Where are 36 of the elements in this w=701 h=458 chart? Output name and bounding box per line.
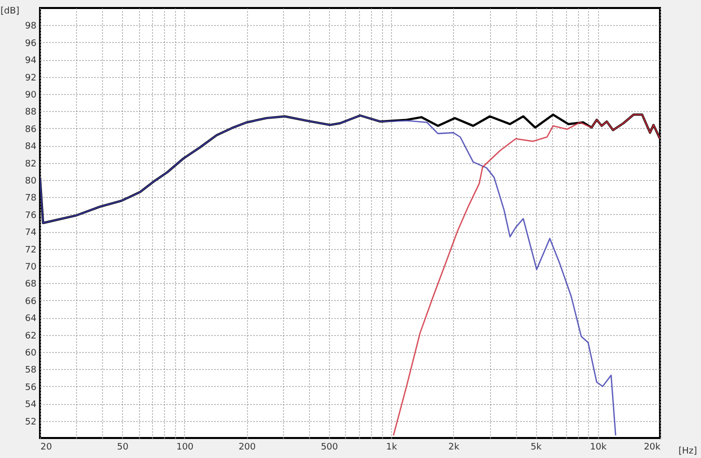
y-tick-label: 96 — [25, 38, 37, 49]
y-tick-label: 66 — [25, 296, 37, 307]
x-tick-label: 20 — [40, 442, 52, 452]
y-tick-label: 54 — [25, 400, 37, 410]
y-tick-label: 82 — [25, 159, 36, 170]
y-tick-label: 76 — [25, 210, 37, 221]
y-tick-label: 78 — [25, 194, 37, 204]
y-tick-label: 58 — [25, 366, 37, 376]
y-tick-label: 86 — [25, 124, 37, 135]
y-tick-label: 84 — [25, 142, 37, 152]
x-axis-title: [Hz] — [678, 446, 698, 456]
y-tick-label: 62 — [25, 331, 36, 342]
y-tick-label: 60 — [25, 348, 37, 358]
y-tick-label: 74 — [25, 228, 37, 238]
x-tick-label: 2k — [448, 442, 460, 452]
y-tick-label: 64 — [25, 314, 37, 324]
x-tick-label: 20k — [644, 442, 662, 452]
y-axis-title: [dB] — [0, 6, 20, 16]
y-tick-label: 94 — [25, 56, 37, 66]
y-tick-label: 56 — [25, 382, 37, 393]
x-tick-label: 50 — [117, 442, 129, 452]
x-tick-label: 100 — [176, 442, 194, 452]
y-tick-label: 90 — [25, 90, 37, 100]
y-tick-label: 70 — [25, 262, 37, 272]
x-tick-label: 10k — [590, 442, 608, 452]
y-tick-label: 52 — [25, 417, 36, 428]
y-tick-label: 92 — [25, 73, 36, 84]
x-tick-label: 5k — [530, 442, 542, 452]
y-tick-label: 68 — [25, 280, 37, 290]
x-tick-label: 1k — [386, 442, 398, 452]
y-tick-label: 80 — [25, 176, 37, 186]
y-tick-label: 72 — [25, 245, 36, 256]
x-tick-label: 200 — [238, 442, 256, 452]
y-tick-label: 98 — [25, 22, 37, 32]
x-tick-label: 500 — [320, 442, 338, 452]
y-tick-label: 88 — [25, 108, 37, 118]
